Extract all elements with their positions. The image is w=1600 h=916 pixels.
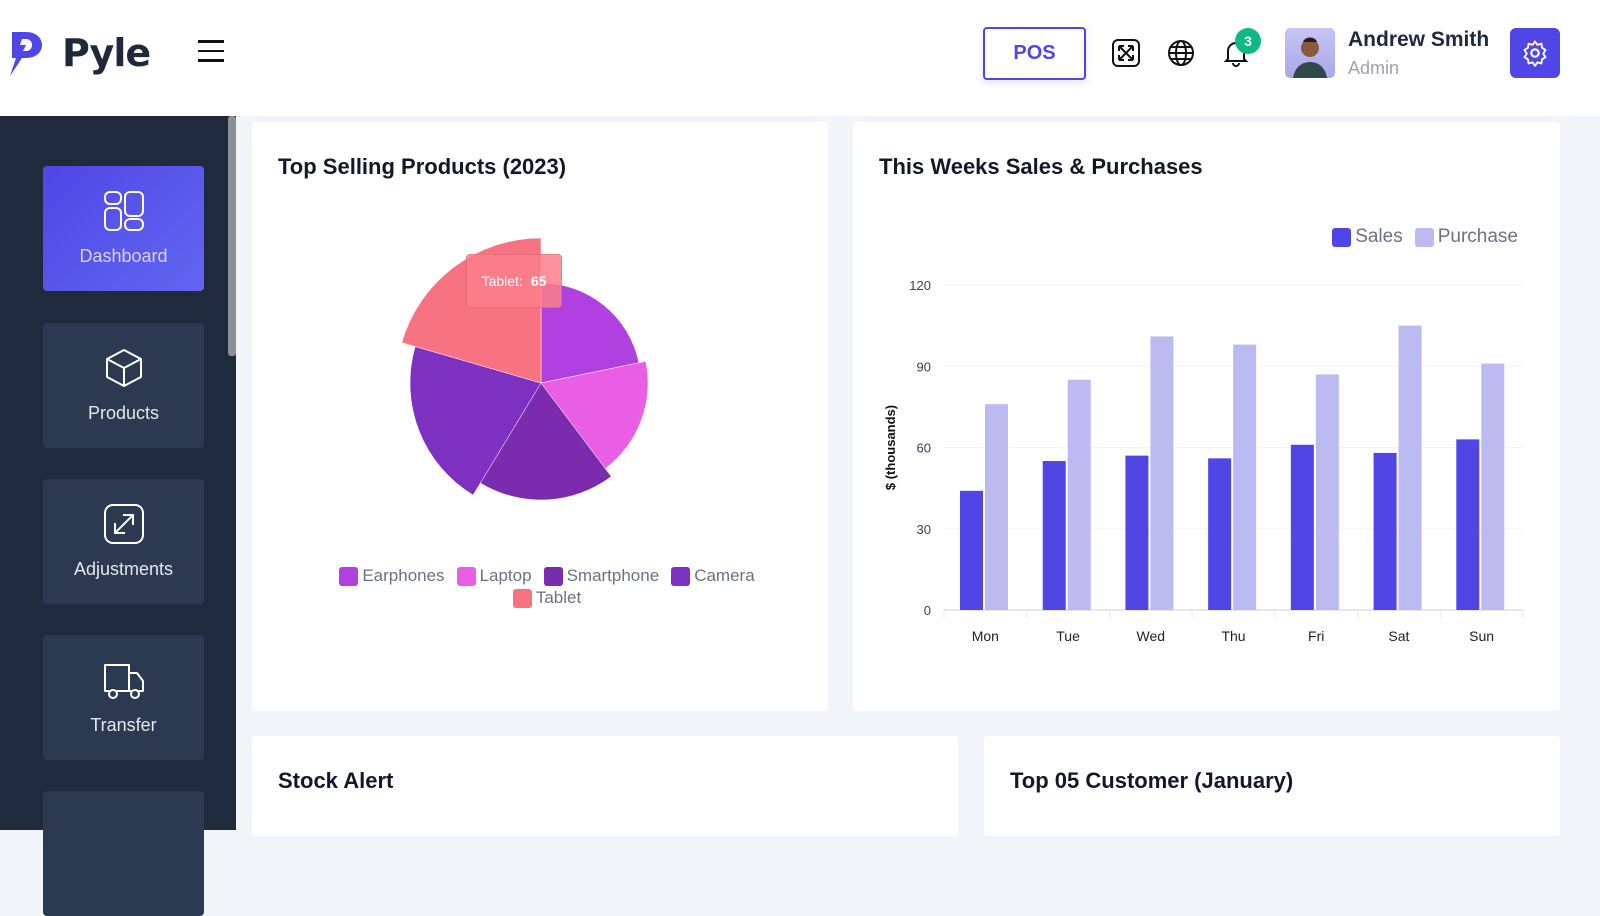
legend-swatch (339, 566, 359, 586)
truck-icon (103, 664, 144, 699)
y-tick-label: 90 (917, 359, 931, 374)
legend-item[interactable]: Earphones (339, 566, 445, 586)
weekly-sales-card: This Weeks Sales & Purchases Sales Purcha… (853, 122, 1560, 711)
sidebar-item-more[interactable] (43, 791, 204, 916)
legend-item[interactable]: Camera (671, 566, 755, 586)
logo-icon (10, 32, 42, 76)
legend-swatch (456, 566, 476, 586)
bar-purchase-wed[interactable] (1150, 336, 1174, 610)
bar-chart: 0 30 60 90 120 $ (thousands) Mon Tue Wed Thu Fri Sa… (883, 278, 1524, 644)
y-tick-label: 120 (909, 278, 931, 293)
fullscreen-icon[interactable] (1111, 38, 1141, 68)
grid-icon (103, 191, 144, 231)
sidebar-item-dashboard[interactable]: Dashboard (43, 166, 204, 291)
legend-item[interactable]: Smartphone (543, 566, 660, 586)
sidebar-scrollbar[interactable] (228, 116, 236, 356)
bar-sales-tue[interactable] (1042, 461, 1066, 610)
sidebar-item-label: Adjustments (73, 559, 174, 579)
pie-slice-camera[interactable] (409, 346, 542, 496)
logo[interactable]: Pyle (8, 30, 151, 76)
bar-sales-wed[interactable] (1125, 455, 1149, 610)
card-title: Stock Alert (278, 768, 394, 793)
pie-chart (401, 237, 649, 501)
legend-swatch (1332, 227, 1352, 247)
bar-sales-fri[interactable] (1290, 444, 1314, 610)
legend-swatch (543, 566, 563, 586)
legend-item[interactable]: Purchase (1414, 226, 1518, 248)
app-name: Pyle (62, 31, 151, 75)
x-tick-label: Mon (972, 628, 999, 644)
legend-swatch (1414, 227, 1434, 247)
bar-sales-sat[interactable] (1373, 452, 1397, 610)
chart-tooltip: Tablet: 65 (466, 254, 562, 308)
sidebar-item-products[interactable]: Products (43, 323, 204, 448)
legend-label: Sales (1355, 226, 1403, 247)
pie-legend: Earphones Laptop Smartphone Camera Tablet (312, 566, 782, 608)
legend-label: Camera (694, 566, 755, 585)
bar-purchase-fri[interactable] (1315, 374, 1339, 610)
legend-label: Purchase (1437, 226, 1518, 247)
top-products-card: Top Selling Products (2023) Tablet: 65 Ea… (252, 122, 828, 711)
bar-sales-thu[interactable] (1208, 458, 1232, 610)
top-customers-card: Top 05 Customer (January) (984, 736, 1560, 836)
legend-label: Smartphone (566, 566, 660, 585)
tooltip-value: 65 (530, 273, 547, 289)
legend-swatch (512, 588, 532, 608)
avatar[interactable] (1285, 28, 1335, 78)
stock-alert-card: Stock Alert (252, 736, 958, 836)
sidebar-item-label: Dashboard (79, 246, 168, 266)
menu-toggle-icon[interactable] (198, 40, 224, 62)
x-tick-label: Sat (1388, 628, 1409, 644)
sidebar: Dashboard Products Adjustments Transfer (0, 116, 236, 916)
y-tick-label: 60 (917, 441, 931, 456)
sidebar-item-label: Transfer (90, 715, 157, 735)
user-name: Andrew Smith (1348, 28, 1490, 51)
legend-label: Earphones (362, 566, 445, 585)
x-tick-label: Thu (1221, 628, 1245, 644)
x-tick-label: Tue (1056, 628, 1080, 644)
user-role: Admin (1348, 58, 1400, 78)
bar-sales-sun[interactable] (1456, 439, 1480, 610)
card-title: Top 05 Customer (January) (1010, 768, 1294, 793)
y-tick-label: 0 (924, 603, 931, 618)
legend-label: Tablet (535, 588, 582, 607)
pie-slice-smartphone[interactable] (479, 382, 612, 501)
notification-badge: 3 (1235, 28, 1261, 54)
bar-legend: Sales Purchase (1332, 226, 1518, 248)
pie-slice-laptop[interactable] (540, 361, 649, 469)
top-header: Pyle POS 3 Andrew Smith Admin (0, 0, 1600, 116)
tooltip-label: Tablet: (481, 273, 523, 289)
bar-purchase-sun[interactable] (1481, 363, 1505, 610)
legend-swatch (671, 566, 691, 586)
bar-purchase-sat[interactable] (1398, 325, 1422, 610)
gear-icon (1523, 40, 1547, 67)
bar-sales-mon[interactable] (960, 490, 983, 610)
bar-purchase-mon[interactable] (985, 404, 1008, 610)
pos-button[interactable]: POS (983, 27, 1086, 80)
bar-purchase-thu[interactable] (1233, 344, 1257, 610)
legend-item[interactable]: Laptop (456, 566, 532, 586)
settings-button[interactable] (1510, 28, 1560, 78)
card-title: This Weeks Sales & Purchases (879, 154, 1203, 179)
y-axis-label: $ (thousands) (883, 405, 898, 490)
globe-icon[interactable] (1166, 38, 1196, 68)
legend-item[interactable]: Sales (1332, 226, 1403, 248)
bar-purchase-tue[interactable] (1067, 379, 1091, 610)
x-tick-label: Wed (1137, 628, 1166, 644)
sidebar-item-transfer[interactable]: Transfer (43, 635, 204, 760)
sidebar-item-adjustments[interactable]: Adjustments (43, 479, 204, 604)
card-title: Top Selling Products (2023) (278, 154, 567, 179)
resize-icon (103, 504, 144, 544)
legend-label: Laptop (479, 566, 532, 585)
x-tick-label: Fri (1308, 628, 1324, 644)
cube-icon (105, 349, 142, 387)
x-tick-label: Sun (1469, 628, 1494, 644)
sidebar-item-label: Products (87, 403, 160, 423)
y-tick-label: 30 (917, 522, 931, 537)
legend-item[interactable]: Tablet (512, 588, 582, 608)
